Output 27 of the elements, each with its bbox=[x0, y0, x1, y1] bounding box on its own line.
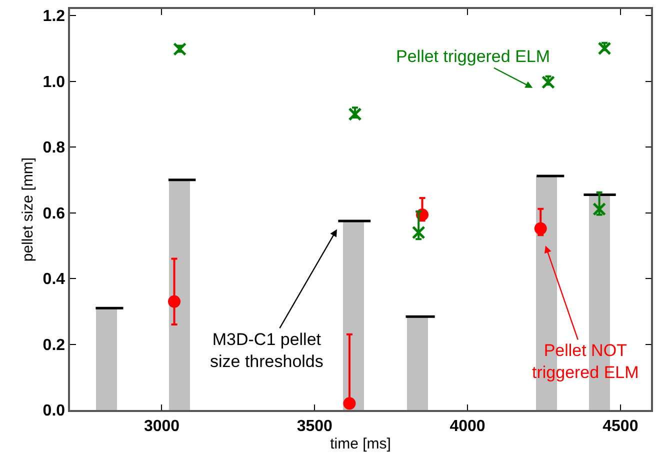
y-tick-label: 0.8 bbox=[42, 140, 66, 157]
x-tick-label: 4500 bbox=[602, 418, 638, 435]
x-tick-label: 4000 bbox=[450, 418, 486, 435]
point bbox=[168, 295, 181, 308]
bar bbox=[407, 317, 428, 410]
point bbox=[173, 42, 187, 56]
x-tick-label: 3000 bbox=[144, 418, 180, 435]
bar bbox=[96, 308, 117, 410]
point bbox=[343, 397, 356, 410]
point bbox=[542, 76, 555, 90]
point bbox=[598, 42, 612, 56]
bar bbox=[343, 221, 364, 410]
x-axis-title: time [ms] bbox=[330, 435, 391, 452]
point bbox=[534, 222, 547, 235]
point bbox=[348, 107, 362, 121]
y-tick-label: 1.2 bbox=[42, 8, 66, 26]
y-tick-label: 0.2 bbox=[42, 336, 66, 354]
y-tick-label: 0.6 bbox=[42, 205, 66, 222]
x-tick-label: 3500 bbox=[296, 418, 333, 435]
bar bbox=[169, 180, 190, 410]
annotation: M3D-C1 pellet size thresholds bbox=[210, 330, 324, 372]
y-tick-label: 0.0 bbox=[42, 402, 66, 420]
y-tick-label: 0.4 bbox=[42, 271, 66, 288]
annotation: Pellet triggered ELM bbox=[396, 47, 550, 66]
annotation: Pellet NOT triggered ELM bbox=[532, 341, 639, 382]
y-axis-title: pellet size [mm] bbox=[20, 157, 37, 262]
y-tick-label: 1.0 bbox=[42, 74, 66, 91]
